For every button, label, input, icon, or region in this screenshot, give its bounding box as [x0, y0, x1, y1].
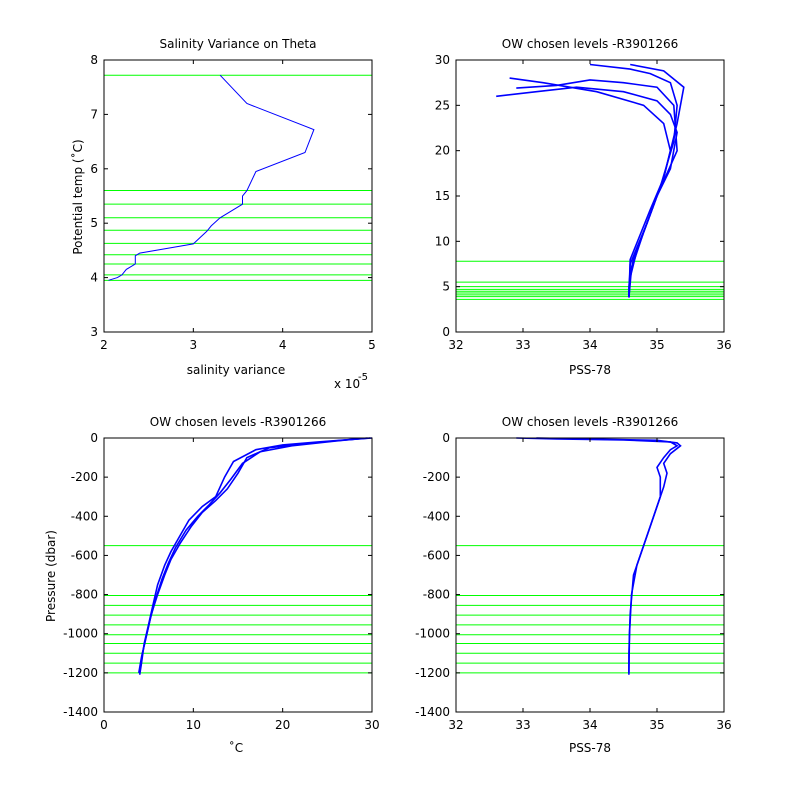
y-tick-label: 8	[90, 53, 98, 67]
x-tick-label: 10	[186, 718, 201, 732]
y-tick-label: 15	[435, 189, 450, 203]
y-tick-label: -800	[71, 588, 98, 602]
x-tick-label: 3	[190, 338, 198, 352]
axes-box	[103, 437, 373, 713]
panel-3-title: OW chosen levels -R3901266	[150, 415, 326, 429]
y-tick-label: -1200	[63, 666, 98, 680]
y-tick-label: -400	[71, 509, 98, 523]
panel-3-xlabel: ˚C	[229, 740, 243, 755]
profile-line-3	[589, 63, 678, 298]
y-tick-label: 4	[90, 271, 98, 285]
x-tick-label: 5	[368, 338, 376, 352]
panel-salinity-pressure: OW chosen levels -R3901266 PSS-78 32 33 34…	[415, 415, 732, 755]
x-tick-label: 33	[515, 718, 530, 732]
profile-line-4	[628, 63, 685, 298]
x-tick-label: 4	[279, 338, 287, 352]
panel-temperature-pressure: OW chosen levels -R3901266 ˚C Pressure (…	[44, 415, 380, 755]
y-tick-label: -1000	[63, 627, 98, 641]
y-tick-label: 0	[442, 325, 450, 339]
y-tick-label: 10	[435, 234, 450, 248]
panel-4-xlabel: PSS-78	[569, 741, 611, 755]
panel-3-plot-area: 0 10 20 30 -1400 -1200 -1000 -800 -600 -400 -200 0	[63, 431, 380, 732]
y-tick-label: -1400	[415, 705, 450, 719]
profile-line-1	[536, 437, 682, 673]
y-tick-label: 3	[90, 325, 98, 339]
y-tick-label: -600	[423, 548, 450, 562]
y-tick-label: -400	[423, 509, 450, 523]
panel-2-title: OW chosen levels -R3901266	[502, 37, 678, 51]
x-tick-label: 20	[275, 718, 290, 732]
panel-4-plot-area: 32 33 34 35 36 -1400 -1200 -1000 -800 -600 -400 -20…	[415, 431, 732, 732]
x-tick-label: 36	[716, 338, 731, 352]
profile-line-2	[138, 437, 368, 674]
panel-1-xlabel: salinity variance	[187, 363, 286, 377]
panel-4-title: OW chosen levels -R3901266	[502, 415, 678, 429]
x-tick-label: 36	[716, 718, 731, 732]
y-tick-label: 0	[442, 431, 450, 445]
panel-1-x-exponent-power: -5	[358, 372, 368, 383]
y-tick-label: 0	[90, 431, 98, 445]
panel-1-ylabel: Potential temp (˚C)	[70, 139, 85, 254]
profile-line-2	[516, 79, 678, 298]
panel-3-ylabel: Pressure (dbar)	[44, 530, 58, 622]
profile-line-0	[108, 74, 315, 281]
x-tick-label: 32	[448, 718, 463, 732]
y-tick-label: 5	[90, 216, 98, 230]
x-tick-label: 0	[100, 718, 108, 732]
x-tick-label: 34	[582, 718, 597, 732]
x-tick-label: 34	[582, 338, 597, 352]
x-tick-label: 2	[100, 338, 108, 352]
y-tick-label: -1200	[415, 666, 450, 680]
panel-2-xlabel: PSS-78	[569, 363, 611, 377]
panel-2-plot-area: 32 33 34 35 36 0 5 10 15 20 25 30	[435, 53, 732, 352]
panel-salinity-theta: OW chosen levels -R3901266 PSS-78 32 33 34…	[435, 37, 732, 377]
y-tick-label: -1400	[63, 705, 98, 719]
panel-1-x-exponent-label: x 10	[334, 377, 360, 391]
y-tick-label: -1000	[415, 627, 450, 641]
axes-box	[103, 59, 373, 333]
x-tick-label: 33	[515, 338, 530, 352]
y-tick-label: -600	[71, 548, 98, 562]
y-tick-label: 20	[435, 144, 450, 158]
y-tick-label: 5	[442, 280, 450, 294]
y-tick-label: 25	[435, 98, 450, 112]
panel-1-title: Salinity Variance on Theta	[160, 37, 317, 51]
x-tick-label: 32	[448, 338, 463, 352]
y-tick-label: -200	[423, 470, 450, 484]
y-tick-label: 6	[90, 162, 98, 176]
x-tick-label: 35	[649, 718, 664, 732]
y-tick-label: -200	[71, 470, 98, 484]
x-tick-label: 35	[649, 338, 664, 352]
y-tick-label: -800	[423, 588, 450, 602]
x-tick-label: 30	[364, 718, 379, 732]
panel-salinity-variance: Salinity Variance on Theta salinity vari…	[70, 37, 376, 391]
y-tick-label: 30	[435, 53, 450, 67]
y-tick-label: 7	[90, 107, 98, 121]
